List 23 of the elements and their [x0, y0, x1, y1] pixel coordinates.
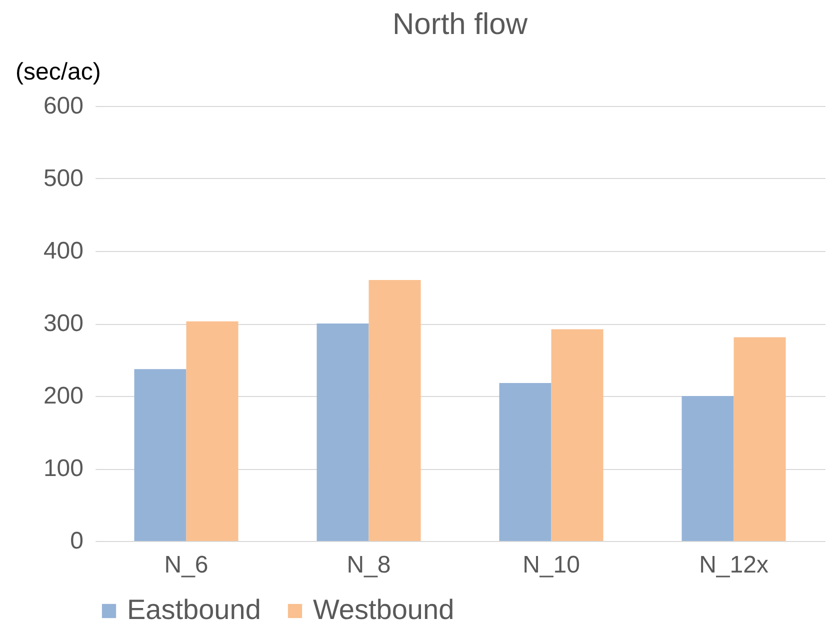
x-tick-label: N_12x: [699, 552, 768, 578]
chart-title: North flow: [392, 8, 528, 41]
y-tick-label: 400: [43, 238, 84, 264]
bar: [499, 382, 552, 541]
x-tick-label: N_8: [346, 552, 391, 578]
x-tick-label: N_6: [164, 552, 208, 578]
y-axis-title: (sec/ac): [16, 58, 101, 86]
y-tick-label: 600: [43, 92, 84, 120]
bar: [682, 396, 734, 541]
bar: [186, 321, 238, 541]
x-tick-label: N_10: [522, 552, 580, 578]
y-tick-label: 200: [43, 382, 84, 410]
y-tick-label: 300: [43, 310, 84, 337]
y-tick-label: 100: [43, 455, 84, 482]
y-tick-label: 500: [43, 165, 84, 192]
bar: [316, 324, 369, 541]
bar: [134, 369, 186, 541]
bar: [551, 329, 604, 541]
y-tick-label: 0: [70, 528, 84, 554]
legend-label: Westbound: [313, 594, 454, 625]
legend-label: Eastbound: [127, 594, 261, 625]
bar: [368, 280, 421, 541]
bar: [734, 337, 786, 541]
